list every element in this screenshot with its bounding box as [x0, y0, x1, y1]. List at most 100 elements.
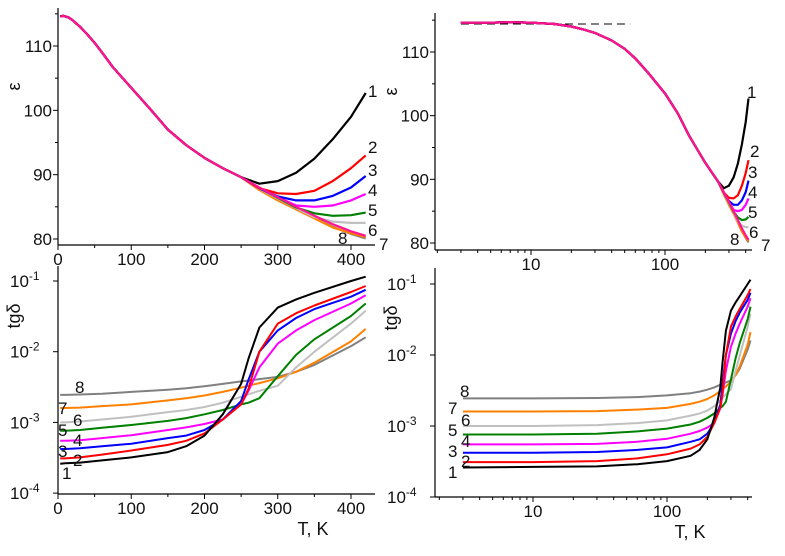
- series-line-5: [462, 306, 752, 436]
- x-tick-label: 400: [337, 250, 365, 269]
- x-tick-label: 10: [522, 255, 541, 274]
- series-label: 8: [338, 229, 347, 248]
- series-label: 1: [368, 82, 377, 101]
- y-tick-label: 10-2: [10, 340, 40, 362]
- series-line-3: [460, 21, 750, 206]
- series-line-8: [460, 21, 750, 243]
- tick-exponent: -3: [406, 414, 417, 428]
- x-tick-label: 0: [53, 250, 62, 269]
- series-line-6: [462, 313, 752, 427]
- series-line-4: [460, 21, 750, 213]
- x-tick-label: 10: [524, 502, 543, 521]
- series-label: 1: [448, 463, 457, 482]
- series-line-8: [462, 340, 752, 400]
- series-line-8: [60, 336, 367, 396]
- x-tick-label: 200: [190, 499, 218, 518]
- tick-base: 10: [10, 272, 29, 291]
- series-label: 1: [747, 83, 756, 102]
- series-label: 5: [448, 421, 457, 440]
- series-label: 4: [73, 431, 82, 450]
- series-label: 8: [75, 378, 84, 397]
- series-line-7: [462, 331, 752, 413]
- series-label: 5: [58, 421, 67, 440]
- tick-base: 10: [10, 413, 29, 432]
- tick-exponent: -1: [29, 269, 40, 283]
- tick-base: 10: [387, 417, 406, 436]
- tick-base: 10: [10, 343, 29, 362]
- tick-base: 10: [387, 488, 406, 507]
- series-line-4: [462, 297, 752, 446]
- series-label: 2: [461, 452, 470, 471]
- tick-base: 10: [10, 484, 29, 503]
- series-line-3: [462, 292, 752, 454]
- series-label: 7: [448, 399, 457, 418]
- x-tick-label: 100: [117, 499, 145, 518]
- series-label: 2: [750, 142, 759, 161]
- tick-base: 10: [387, 275, 406, 294]
- x-tick-label: 0: [53, 499, 62, 518]
- x-tick-label: 100: [653, 502, 681, 521]
- series-label: 5: [368, 201, 377, 220]
- series-label: 6: [461, 411, 470, 430]
- tick-exponent: -4: [406, 485, 417, 499]
- tick-base: 10: [387, 346, 406, 365]
- series-line-2: [60, 14, 367, 196]
- series-label: 7: [761, 236, 770, 255]
- x-tick-label: 300: [264, 250, 292, 269]
- series-line-1: [60, 275, 366, 465]
- series-label: 8: [730, 230, 739, 249]
- y-tick-label: 10-4: [10, 481, 40, 503]
- series-line-6: [60, 309, 367, 424]
- y-tick-label: 110: [25, 37, 52, 56]
- series-line-7: [60, 14, 366, 239]
- series-line-2: [460, 21, 750, 200]
- tick-exponent: -1: [406, 272, 417, 286]
- series-label: 7: [379, 235, 388, 254]
- series-line-7: [60, 328, 367, 409]
- y-tick-label: 100: [401, 107, 429, 126]
- y-tick-label: 80: [33, 230, 52, 249]
- series-label: 4: [368, 181, 377, 200]
- series-label: 1: [62, 464, 71, 483]
- y-tick-label: 80: [410, 234, 429, 253]
- y-tick-label: 110: [402, 43, 429, 62]
- series-label: 2: [368, 138, 377, 157]
- series-line-1: [462, 279, 752, 469]
- x-axis-label: T, K: [674, 522, 705, 542]
- x-tick-label: 300: [264, 499, 292, 518]
- tick-exponent: -2: [406, 343, 417, 357]
- y-tick-label: 10-1: [387, 272, 417, 294]
- x-tick-label: 200: [190, 250, 218, 269]
- x-tick-label: 400: [337, 499, 365, 518]
- tick-exponent: -3: [29, 410, 40, 424]
- x-tick-label: 100: [651, 255, 679, 274]
- series-label: 3: [368, 161, 377, 180]
- series-line-4: [60, 14, 367, 208]
- series-label: 6: [368, 221, 377, 240]
- series-label: 7: [58, 399, 67, 418]
- y-axis-label: ε: [381, 87, 401, 95]
- y-axis-label: tgδ: [4, 303, 24, 328]
- series-line-6: [60, 14, 366, 224]
- y-tick-label: 10-1: [10, 269, 40, 291]
- series-line-1: [60, 14, 367, 185]
- series-line-2: [462, 288, 752, 464]
- series-label: 2: [73, 451, 82, 470]
- series-label: 8: [460, 382, 469, 401]
- series-label: 4: [461, 432, 470, 451]
- series-line-3: [60, 14, 367, 202]
- y-axis-label: ε: [4, 82, 24, 90]
- tick-exponent: -4: [29, 481, 40, 495]
- series-label: 3: [448, 442, 457, 461]
- series-label: 6: [749, 223, 758, 242]
- y-tick-label: 100: [24, 101, 52, 120]
- y-tick-label: 10-3: [387, 414, 417, 436]
- tick-exponent: -2: [29, 340, 40, 354]
- y-tick-label: 10-3: [10, 410, 40, 432]
- series-line-7: [460, 21, 750, 242]
- series-label: 6: [73, 411, 82, 430]
